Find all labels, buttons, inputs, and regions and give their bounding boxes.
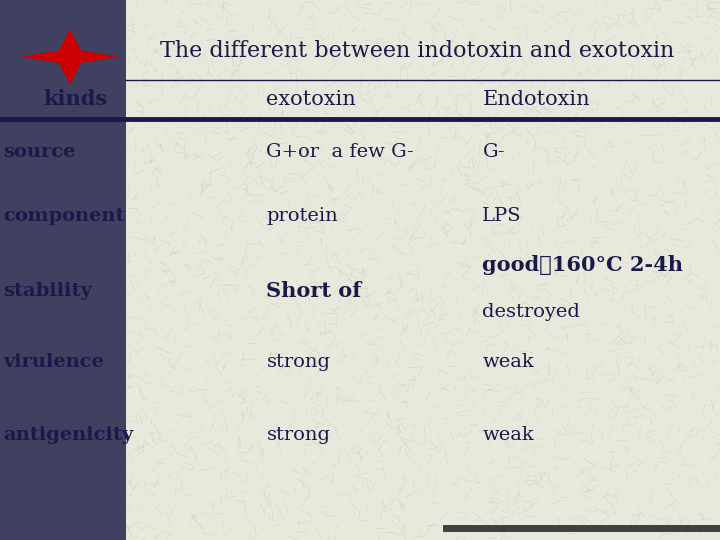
- Text: weak: weak: [482, 353, 534, 371]
- Text: protein: protein: [266, 207, 338, 225]
- Text: G-: G-: [482, 143, 505, 161]
- Text: Endotoxin: Endotoxin: [482, 90, 590, 109]
- Text: G+or  a few G-: G+or a few G-: [266, 143, 414, 161]
- Text: component: component: [4, 207, 125, 225]
- Bar: [0, 0, 126, 540]
- Text: LPS: LPS: [482, 207, 522, 225]
- Text: source: source: [4, 143, 76, 161]
- Text: weak: weak: [482, 426, 534, 444]
- Polygon shape: [21, 29, 119, 84]
- Text: The different between indotoxin and exotoxin: The different between indotoxin and exot…: [161, 40, 675, 62]
- Text: destroyed: destroyed: [482, 303, 580, 321]
- Text: stability: stability: [4, 281, 92, 300]
- Text: antigenicity: antigenicity: [4, 426, 134, 444]
- Text: strong: strong: [266, 353, 330, 371]
- Text: Short of: Short of: [266, 280, 361, 301]
- Text: virulence: virulence: [4, 353, 104, 371]
- Text: strong: strong: [266, 426, 330, 444]
- Text: good、160°C 2-4h: good、160°C 2-4h: [482, 254, 683, 275]
- Text: kinds: kinds: [43, 89, 107, 110]
- Text: exotoxin: exotoxin: [266, 90, 356, 109]
